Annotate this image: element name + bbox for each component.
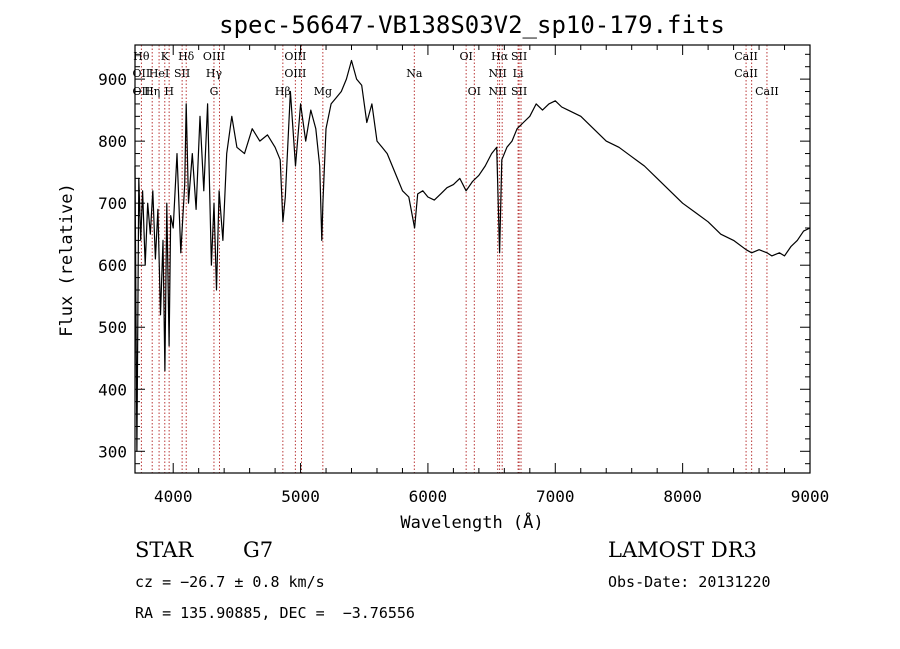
x-tick-label: 6000 <box>409 487 448 506</box>
plot-frame <box>134 44 811 474</box>
line-label: Li <box>513 67 524 80</box>
object-class: STAR <box>135 538 194 562</box>
x-tick-label: 5000 <box>281 487 320 506</box>
line-label: NII <box>489 85 507 98</box>
y-axis-title: Flux (relative) <box>57 183 77 337</box>
redshift-velocity: cz = −26.7 ± 0.8 km/s <box>135 573 325 591</box>
y-axis: 300 400 500 600 700 800 900 <box>98 53 810 465</box>
x-axis-title: Wavelength (Å) <box>400 511 543 533</box>
chart-title: spec-56647-VB138S03V2_sp10-179.fits <box>219 11 725 39</box>
line-label: HeI <box>149 67 169 80</box>
line-label: Na <box>406 67 423 80</box>
spectrum-series-line <box>134 59 811 452</box>
x-tick-label: 9000 <box>791 487 830 506</box>
line-label: K <box>161 50 170 63</box>
line-markers <box>140 45 768 473</box>
line-label: Hθ <box>133 50 150 63</box>
x-tick-label: 4000 <box>154 487 193 506</box>
line-label: Hβ <box>275 85 291 98</box>
y-tick-label: 500 <box>98 318 127 337</box>
line-label: OI <box>459 50 472 63</box>
sky-coordinates: RA = 135.90885, DEC = −3.76556 <box>135 604 415 622</box>
line-label: OIII <box>284 50 306 63</box>
line-label: H <box>164 85 174 98</box>
y-tick-label: 600 <box>98 256 127 275</box>
line-label: NII <box>489 67 507 80</box>
line-label: Hγ <box>206 67 223 80</box>
y-tick-label: 400 <box>98 380 127 399</box>
line-label: OIII <box>203 50 225 63</box>
line-label: OII <box>133 85 151 98</box>
y-tick-label: 700 <box>98 194 127 213</box>
x-axis: 4000 5000 6000 7000 8000 9000 <box>154 45 829 506</box>
line-label: OI <box>468 85 481 98</box>
line-label: CaII <box>734 67 758 80</box>
x-tick-label: 7000 <box>536 487 575 506</box>
line-label: CaII <box>734 50 758 63</box>
y-tick-label: 800 <box>98 132 127 151</box>
line-label: SII <box>174 67 190 80</box>
line-label: CaII <box>755 85 779 98</box>
line-label: Hη <box>144 85 160 98</box>
line-label: OIII <box>284 67 306 80</box>
line-label: OII <box>133 67 151 80</box>
observation-date: Obs-Date: 20131220 <box>608 573 771 591</box>
line-label: Hα <box>491 50 509 63</box>
object-subclass: G7 <box>243 538 274 562</box>
y-tick-label: 900 <box>98 70 127 89</box>
line-label: G <box>210 85 219 98</box>
line-label: SII <box>511 50 527 63</box>
line-label: Mg <box>314 85 332 98</box>
y-tick-label: 300 <box>98 442 127 461</box>
line-label: SII <box>511 85 527 98</box>
line-label: Hδ <box>178 50 195 63</box>
x-tick-label: 8000 <box>663 487 702 506</box>
survey-name: LAMOST DR3 <box>608 538 757 562</box>
